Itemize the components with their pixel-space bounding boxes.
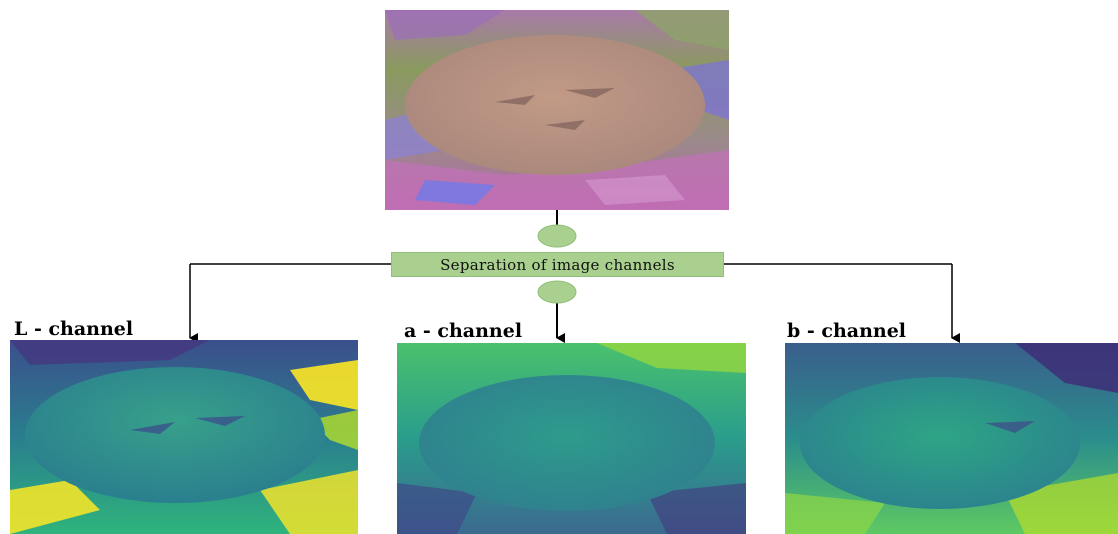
l-channel-image	[10, 340, 358, 534]
source-lab-image	[385, 10, 729, 210]
b-channel-label: b - channel	[787, 320, 907, 342]
l-channel-label: L - channel	[14, 318, 134, 340]
bottom-connector-node	[537, 280, 577, 304]
b-channel-image	[785, 343, 1118, 534]
a-channel-label: a - channel	[404, 320, 523, 342]
channel-separation-label: Separation of image channels	[440, 255, 675, 274]
a-channel-image	[397, 343, 746, 534]
top-connector-node	[537, 224, 577, 248]
channel-separation-box: Separation of image channels	[391, 252, 724, 277]
